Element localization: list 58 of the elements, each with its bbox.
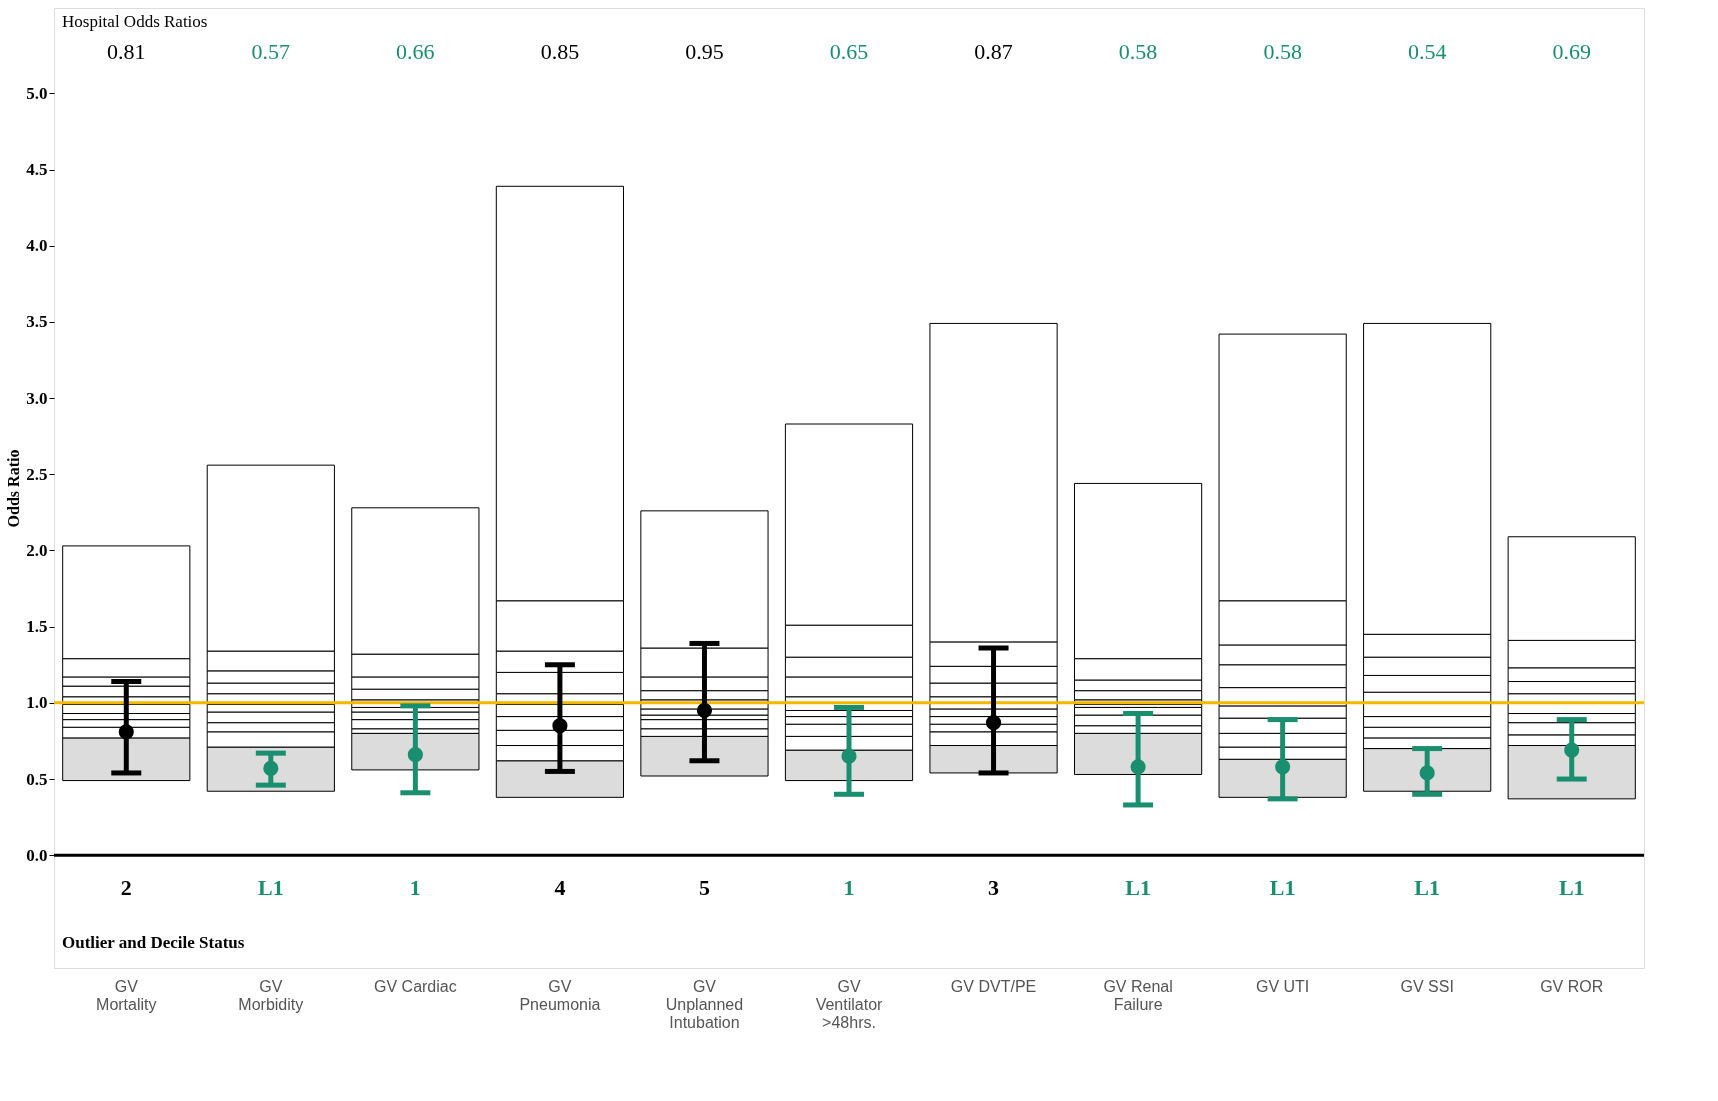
annotation: 0.58 <box>1118 39 1158 64</box>
point <box>552 718 568 734</box>
annotation: 4 <box>554 875 566 900</box>
annotation: 0.81 <box>107 39 146 64</box>
x-tick-label: GV Unplanned Intubation <box>665 977 744 1031</box>
y-tick-label: 3.0 <box>26 388 48 408</box>
point <box>1130 759 1146 775</box>
annotation: 1 <box>843 875 855 900</box>
y-tick-label: 3.5 <box>26 312 48 332</box>
x-tick-label: GV SSI <box>1400 977 1454 995</box>
point <box>263 760 279 776</box>
point <box>841 748 857 764</box>
annotation: L1 <box>257 875 284 900</box>
point <box>1275 759 1291 775</box>
annotation: Hospital Odds Ratios <box>62 12 208 31</box>
point <box>985 715 1002 731</box>
annotation: 3 <box>988 875 1000 900</box>
x-tick-label: GV Renal Failure <box>1103 977 1173 1013</box>
annotation: Outlier and Decile Status <box>62 933 245 952</box>
annotation: L1 <box>1125 875 1151 900</box>
annotation: 5 <box>698 875 710 900</box>
y-tick-label: 4.0 <box>26 236 48 256</box>
x-tick-label: GV DVT/PE <box>950 977 1037 995</box>
y-axis-title: Odds Ratio <box>5 449 23 528</box>
x-tick-label: GV Pneumonia <box>519 977 601 1013</box>
x-tick-label: GV Mortality <box>96 977 157 1013</box>
annotation: 0.95 <box>685 39 724 64</box>
y-tick-label: 2.5 <box>26 464 48 484</box>
point <box>407 747 423 763</box>
annotation: 0.69 <box>1552 39 1591 64</box>
y-tick-label: 5.0 <box>26 83 48 103</box>
x-tick-label: GV Ventilator >48hrs. <box>815 977 884 1031</box>
annotation: 0.66 <box>396 39 435 64</box>
x-tick-label: GV UTI <box>1255 977 1310 995</box>
annotation: 0.57 <box>251 39 291 64</box>
annotation: 0.65 <box>829 39 869 64</box>
point <box>696 702 713 719</box>
x-tick-label: GV ROR <box>1540 977 1604 995</box>
annotation: 2 <box>120 875 132 900</box>
point <box>1564 742 1580 758</box>
annotation: 1 <box>409 875 421 900</box>
annotation: L1 <box>1558 875 1585 900</box>
annotation: 0.58 <box>1263 39 1302 64</box>
annotation: 0.87 <box>974 39 1013 64</box>
annotation: 0.85 <box>540 39 580 64</box>
y-tick-label: 4.5 <box>26 160 48 180</box>
point <box>1419 765 1435 781</box>
y-tick-label: 2.0 <box>26 540 48 560</box>
y-tick-label: 0.0 <box>26 845 48 865</box>
annotation: L1 <box>1414 875 1441 900</box>
y-tick-label: 1.0 <box>26 693 48 713</box>
point <box>118 724 134 740</box>
x-tick-label: GV Morbidity <box>238 977 304 1013</box>
y-tick-label: 0.5 <box>26 769 48 789</box>
y-tick-label: 1.5 <box>26 617 48 637</box>
x-tick-label: GV Cardiac <box>374 977 457 995</box>
annotation: 0.54 <box>1407 39 1447 64</box>
annotation: L1 <box>1269 875 1296 900</box>
